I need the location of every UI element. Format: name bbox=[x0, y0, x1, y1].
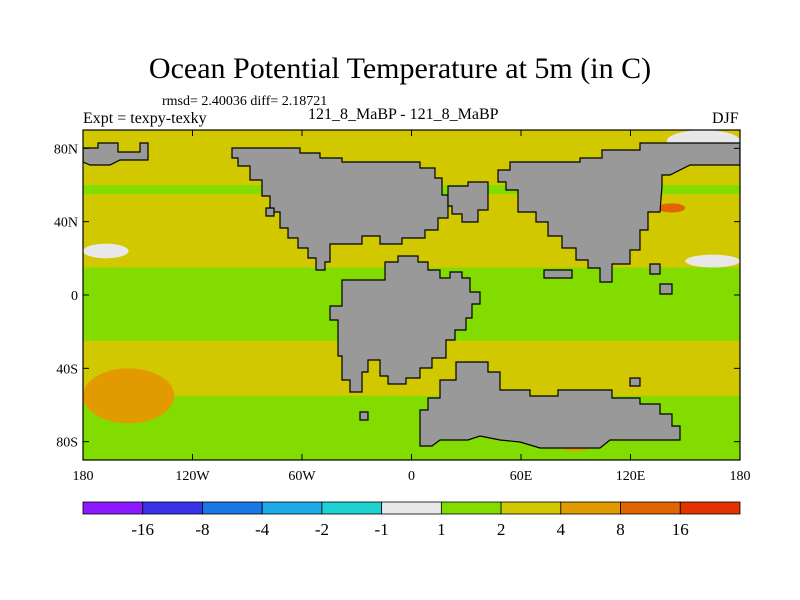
colorbar-label: 1 bbox=[437, 520, 446, 539]
temperature-region bbox=[83, 243, 129, 259]
land-island-6 bbox=[359, 411, 369, 421]
y-tick-label: 80S bbox=[56, 436, 78, 451]
x-axis: 180 120W 60W 0 60E 120E 180 bbox=[73, 130, 751, 484]
colorbar-swatch bbox=[321, 501, 383, 515]
y-axis: 80N 40N 0 40S 80S bbox=[54, 142, 740, 451]
land-island-1 bbox=[649, 263, 661, 275]
colorbar-label: -8 bbox=[195, 520, 209, 539]
colorbar-swatch bbox=[82, 501, 144, 515]
y-tick-label: 40S bbox=[56, 362, 78, 377]
colorbar-swatch bbox=[381, 501, 442, 515]
land-island-5 bbox=[629, 377, 641, 387]
x-tick-label: 180 bbox=[73, 469, 94, 484]
y-tick-label: 40N bbox=[54, 216, 78, 231]
colorbar: -16 -8 -4 -2 -1 1 2 4 8 16 bbox=[82, 501, 741, 539]
colorbar-swatch bbox=[142, 501, 203, 515]
chart-title: Ocean Potential Temperature at 5m (in C) bbox=[148, 52, 652, 85]
colorbar-label: 8 bbox=[616, 520, 625, 539]
x-tick-label: 0 bbox=[408, 469, 415, 484]
land-mid-block bbox=[447, 181, 489, 223]
land-island-2 bbox=[659, 283, 673, 295]
colorbar-label: -16 bbox=[131, 520, 154, 539]
stats-label: rmsd= 2.40036 diff= 2.18721 bbox=[162, 94, 328, 109]
land-arctic-west bbox=[83, 142, 149, 166]
colorbar-label: 16 bbox=[672, 520, 689, 539]
colorbar-swatch bbox=[202, 501, 263, 515]
colorbar-swatch bbox=[440, 501, 502, 515]
colorbar-swatch bbox=[261, 501, 323, 515]
x-tick-label: 60W bbox=[288, 469, 316, 484]
x-tick-label: 180 bbox=[730, 469, 751, 484]
y-tick-label: 0 bbox=[71, 289, 78, 304]
x-tick-label: 60E bbox=[510, 469, 533, 484]
temperature-region bbox=[83, 368, 175, 424]
land-north-continent bbox=[231, 147, 449, 271]
colorbar-swatch bbox=[500, 501, 562, 515]
colorbar-label: -4 bbox=[255, 520, 270, 539]
colorbar-label: -1 bbox=[375, 520, 389, 539]
land-south-continent bbox=[329, 255, 481, 393]
land-northeast-continent bbox=[497, 142, 740, 283]
land-island-3 bbox=[543, 269, 573, 279]
x-tick-label: 120W bbox=[175, 469, 210, 484]
land-mask bbox=[83, 142, 740, 449]
temperature-region bbox=[657, 203, 686, 213]
colorbar-swatch bbox=[560, 501, 621, 515]
colorbar-label: -2 bbox=[315, 520, 329, 539]
season-label: DJF bbox=[712, 110, 739, 127]
colorbar-swatch bbox=[679, 501, 741, 515]
colorbar-label: 4 bbox=[557, 520, 566, 539]
land-south-east bbox=[419, 361, 681, 449]
colorbar-label: 2 bbox=[497, 520, 506, 539]
land-island-4 bbox=[265, 207, 275, 217]
temperature-region bbox=[685, 254, 740, 268]
y-tick-label: 80N bbox=[54, 142, 78, 157]
x-tick-label: 120E bbox=[616, 469, 646, 484]
experiment-label: Expt = texpy-texky bbox=[83, 110, 207, 127]
colorbar-swatch bbox=[620, 501, 681, 515]
case-label: 121_8_MaBP - 121_8_MaBP bbox=[308, 106, 499, 123]
